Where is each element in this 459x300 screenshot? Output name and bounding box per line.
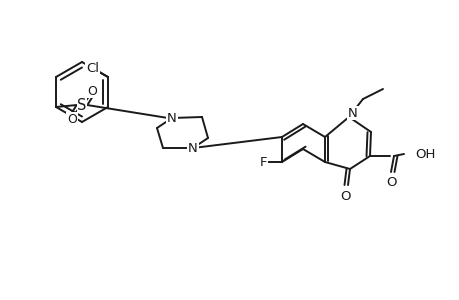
Text: O: O: [340, 190, 351, 202]
Text: S: S: [77, 98, 86, 112]
Text: F: F: [260, 155, 267, 169]
Text: O: O: [67, 112, 77, 125]
Text: O: O: [87, 85, 97, 98]
Text: OH: OH: [414, 148, 434, 160]
Text: N: N: [347, 106, 357, 119]
Text: N: N: [167, 112, 177, 124]
Text: O: O: [386, 176, 397, 190]
Text: Cl: Cl: [86, 61, 99, 74]
Text: N: N: [188, 142, 197, 154]
